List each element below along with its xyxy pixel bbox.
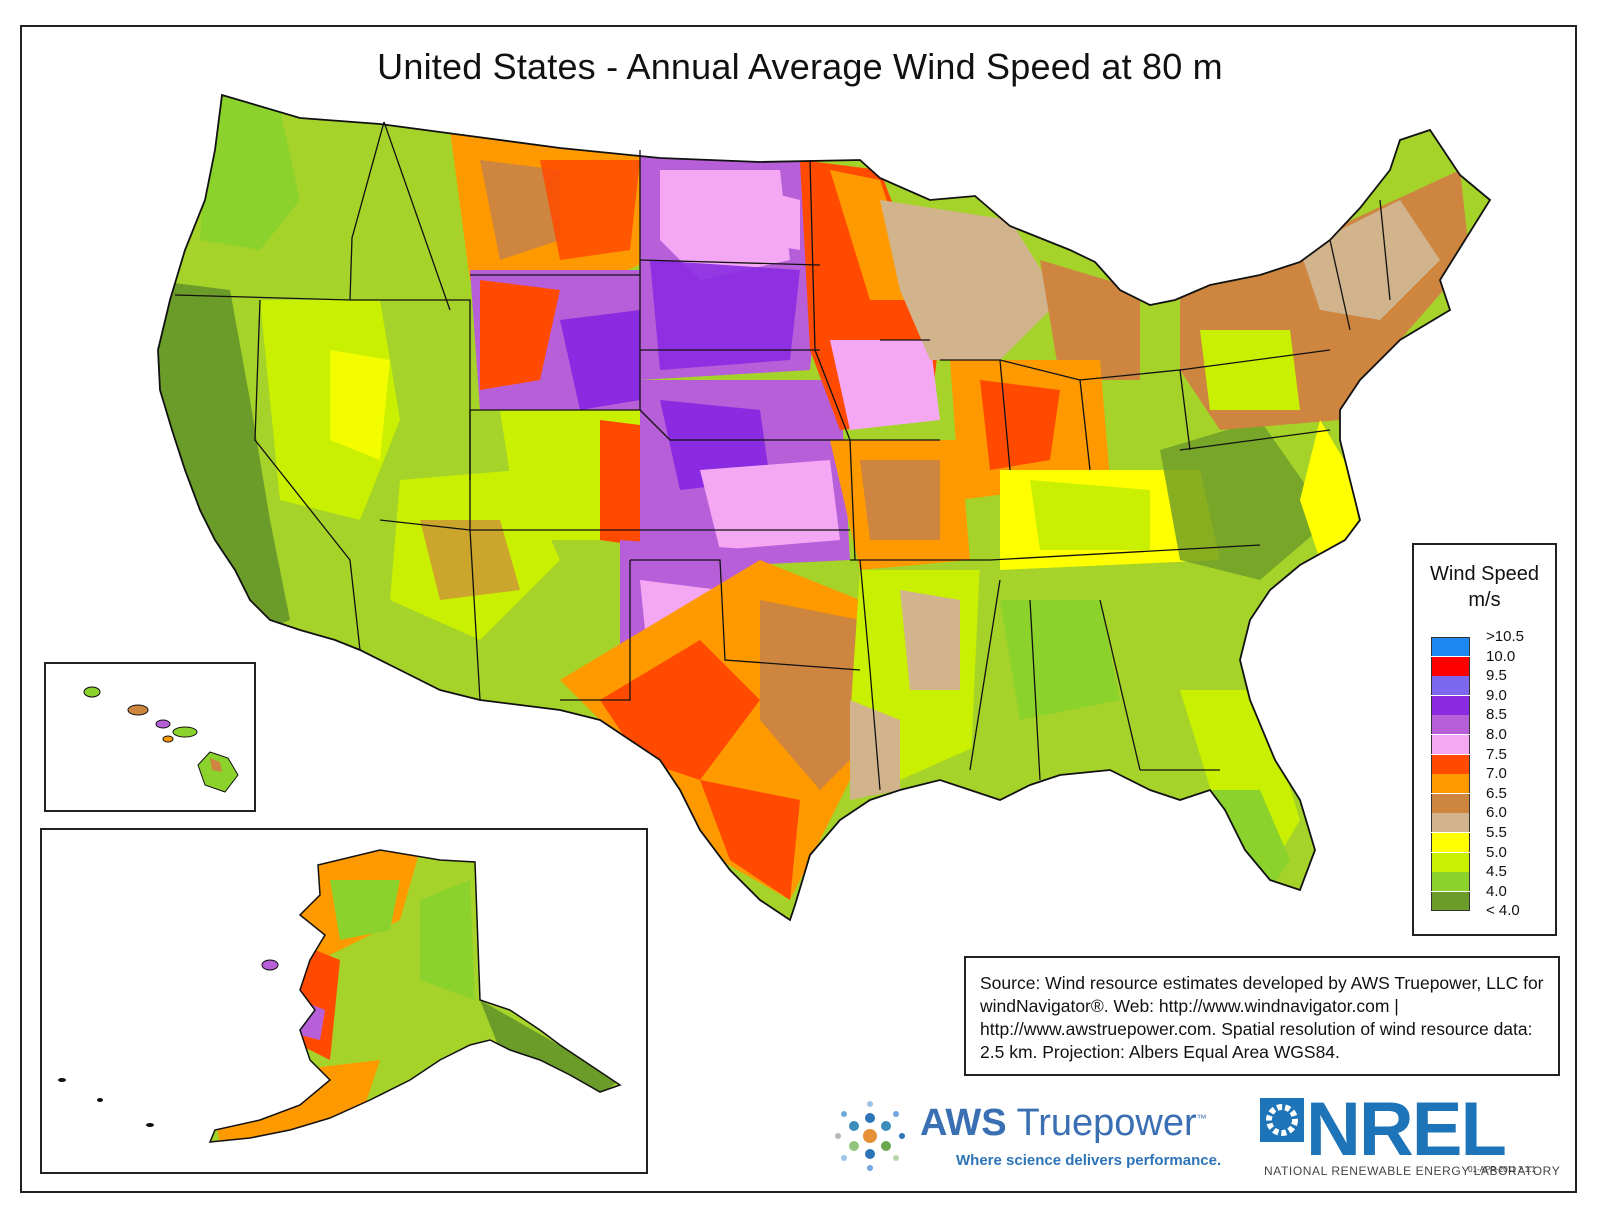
- legend-label: 8.0: [1486, 726, 1507, 743]
- legend: Wind Speed m/s >10.5 10.0 9.5 9.0 8.5 8.0 7.5 7…: [1412, 543, 1557, 936]
- legend-swatch: [1431, 813, 1470, 833]
- legend-label: 9.0: [1486, 686, 1507, 704]
- logo-bar: AWS Truepower™ Where science delivers pe…: [830, 1087, 1570, 1188]
- source-note: Source: Wind resource estimates develope…: [964, 956, 1560, 1076]
- aws-name-bold: AWS: [920, 1102, 1007, 1144]
- state-borders: [157, 93, 1492, 922]
- legend-swatch: [1431, 774, 1470, 794]
- version-stamp: 01-APR-2011 2.1.1: [1468, 1165, 1536, 1174]
- legend-label: 5.5: [1486, 824, 1507, 841]
- aws-truepower-logo-icon: [835, 1101, 905, 1171]
- legend-label: 7.5: [1486, 745, 1507, 763]
- aws-trademark: ™: [1196, 1113, 1207, 1125]
- legend-label: 7.0: [1486, 765, 1507, 783]
- aws-name-light: Truepower: [1016, 1102, 1197, 1144]
- legend-label: 4.0: [1486, 882, 1507, 900]
- legend-label: < 4.0: [1486, 902, 1520, 920]
- legend-swatch: [1431, 695, 1470, 715]
- legend-swatch: [1431, 656, 1470, 676]
- contiguous-us: [158, 95, 1490, 920]
- legend-swatch: [1431, 872, 1470, 892]
- legend-title-line1: Wind Speed: [1430, 563, 1539, 585]
- legend-title: Wind Speed m/s: [1414, 561, 1555, 613]
- legend-label: 8.5: [1486, 706, 1507, 724]
- legend-label: 5.0: [1486, 843, 1507, 861]
- legend-label: 9.5: [1486, 667, 1507, 685]
- hawaii-inset-map: [83, 686, 239, 793]
- map-frame: [20, 25, 1577, 1193]
- nrel-wordmark: NREL: [1306, 1087, 1507, 1172]
- map-title: United States - Annual Average Wind Spee…: [377, 46, 1223, 87]
- legend-label: 10.0: [1486, 647, 1516, 665]
- legend-swatch: [1431, 735, 1470, 754]
- legend-swatch: [1431, 793, 1470, 813]
- nrel-logo-icon: [1260, 1098, 1304, 1142]
- legend-swatch: [1431, 891, 1470, 911]
- aws-truepower-name: AWS Truepower™: [920, 1102, 1207, 1145]
- hawaii-inset-frame: [44, 662, 256, 812]
- legend-label: 4.5: [1486, 863, 1507, 881]
- nrel-full-name: NATIONAL RENEWABLE ENERGY LABORATORY: [1264, 1164, 1561, 1178]
- legend-title-line2: m/s: [1468, 589, 1501, 611]
- legend-swatch: [1431, 833, 1470, 852]
- alaska-inset-frame: [40, 828, 648, 1174]
- legend-swatch: [1431, 852, 1470, 872]
- legend-swatch: [1431, 637, 1470, 656]
- legend-label: 6.0: [1486, 804, 1507, 822]
- legend-swatch: [1431, 754, 1470, 774]
- legend-label: >10.5: [1486, 628, 1524, 645]
- legend-swatch: [1431, 676, 1470, 696]
- legend-label: 6.5: [1486, 784, 1507, 802]
- legend-swatch: [1431, 715, 1470, 735]
- aws-tagline: Where science delivers performance.: [956, 1152, 1222, 1169]
